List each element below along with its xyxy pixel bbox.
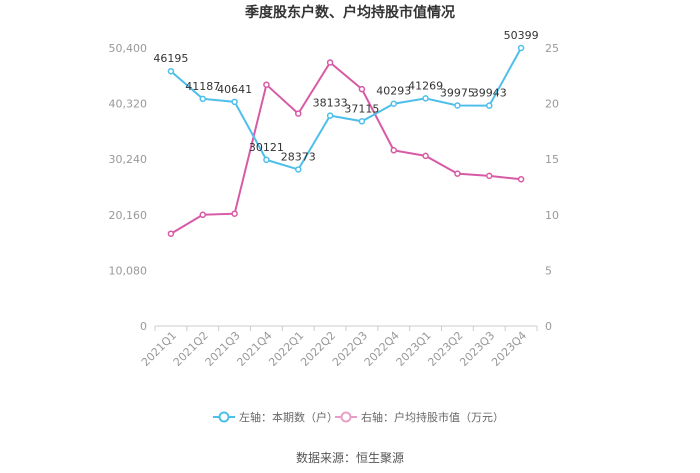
point-avg-value[interactable] (517, 175, 525, 183)
point-avg-value[interactable] (454, 170, 461, 177)
point-households[interactable] (231, 98, 238, 106)
point-households[interactable] (422, 95, 429, 102)
right-tick-label: 20 (545, 98, 559, 111)
right-tick-label: 10 (545, 209, 559, 222)
point-avg-value[interactable] (326, 59, 334, 66)
series-line-households (170, 47, 522, 171)
left-tick-label: 20,160 (109, 209, 148, 222)
data-label: 46195 (153, 52, 188, 65)
data-label: 30121 (249, 141, 284, 154)
data-label: 37115 (344, 102, 379, 115)
point-avg-value[interactable] (358, 85, 366, 93)
legend-item-right-series[interactable]: 右轴：户均持股市值（万元） (335, 410, 504, 424)
left-tick-label: 30,240 (109, 153, 148, 166)
legend-label-left: 左轴：本期数（户） (239, 410, 338, 424)
chart-title: 季度股东户数、户均持股市值情况 (244, 4, 455, 21)
point-avg-value[interactable] (167, 230, 175, 237)
right-tick-label: 15 (545, 153, 559, 166)
point-households[interactable] (263, 156, 270, 164)
point-households[interactable] (167, 67, 175, 75)
data-label: 50399 (504, 29, 539, 42)
point-avg-value[interactable] (390, 147, 397, 154)
series-line-avg-value (170, 60, 522, 235)
data-label: 39975 (440, 87, 475, 100)
left-axis-ticks: 0 10,080 20,160 30,240 40,320 50,400 (109, 42, 148, 333)
right-tick-label: 0 (545, 320, 552, 333)
legend-marker-right (340, 411, 352, 423)
data-label: 41269 (408, 79, 443, 92)
data-label: 40641 (217, 83, 252, 96)
point-households[interactable] (390, 100, 397, 107)
data-label: 38133 (313, 97, 348, 110)
right-axis-ticks: 0 5 10 15 20 25 (545, 42, 559, 333)
point-households[interactable] (199, 95, 206, 103)
x-tick-label: 2023Q4 (489, 329, 529, 369)
point-avg-value[interactable] (231, 210, 238, 217)
point-avg-value[interactable] (422, 152, 429, 160)
legend-item-left-series[interactable]: 左轴：本期数（户） (213, 410, 338, 424)
legend: 左轴：本期数（户） 右轴：户均持股市值（万元） (213, 410, 504, 424)
point-avg-value[interactable] (263, 81, 270, 88)
data-label: 40293 (376, 85, 411, 98)
series-layer (167, 44, 525, 237)
point-households[interactable] (326, 112, 334, 119)
point-households[interactable] (454, 102, 461, 109)
point-households[interactable] (486, 102, 493, 109)
data-label: 41187 (185, 80, 220, 93)
legend-label-right: 右轴：户均持股市值（万元） (361, 410, 504, 424)
point-avg-value[interactable] (199, 211, 206, 219)
left-tick-label: 40,320 (109, 98, 148, 111)
x-axis-ticks: 2021Q12021Q22021Q32021Q42022Q12022Q22022… (139, 326, 538, 369)
left-tick-label: 0 (140, 320, 147, 333)
left-tick-label: 10,080 (109, 264, 148, 277)
point-households[interactable] (358, 118, 366, 125)
point-avg-value[interactable] (486, 172, 493, 180)
legend-marker-left (218, 411, 230, 423)
left-tick-label: 50,400 (109, 42, 148, 55)
right-tick-label: 5 (545, 264, 552, 277)
point-households[interactable] (295, 166, 302, 173)
point-avg-value[interactable] (295, 110, 302, 117)
right-tick-label: 25 (545, 42, 559, 55)
point-households[interactable] (517, 44, 525, 52)
source-text: 数据来源：恒生聚源 (296, 450, 404, 465)
data-label: 39943 (472, 87, 507, 100)
data-label: 28373 (281, 150, 316, 163)
